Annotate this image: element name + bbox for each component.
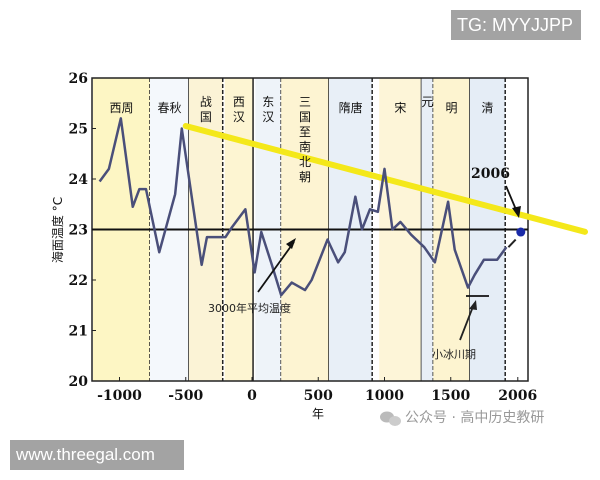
line-to-2006 — [507, 238, 517, 248]
y-tick-label: 23 — [69, 223, 88, 239]
era-label: 至 — [299, 125, 311, 139]
era-label: 清 — [482, 101, 494, 115]
y-tick-label: 22 — [69, 273, 88, 289]
label-2006: 2006 — [471, 166, 510, 182]
x-tick-label: -500 — [168, 388, 203, 404]
ice-age-arrow-icon — [459, 303, 475, 341]
era-label: 北 — [299, 155, 311, 169]
era-label: 隋唐 — [339, 100, 363, 115]
era-label: 春秋 — [157, 101, 181, 115]
y-axis-label: 海面温度 °C — [50, 197, 65, 263]
x-tick-label: 500 — [304, 388, 333, 404]
era-label: 明 — [446, 101, 458, 115]
y-tick-label: 25 — [69, 122, 88, 138]
x-tick-label: -1000 — [97, 388, 142, 404]
temperature-line — [98, 117, 508, 297]
y-tick-label: 24 — [69, 172, 89, 188]
era-label: 汉 — [262, 110, 274, 124]
y-tick-label: 21 — [69, 324, 88, 340]
y-tick-label: 26 — [69, 71, 88, 87]
era-label: 朝 — [299, 170, 311, 184]
era-label: 汉 — [233, 110, 245, 124]
era-label: 国 — [299, 110, 311, 124]
arrow-head-icon — [286, 238, 296, 249]
tg-watermark: TG: MYYJJPP — [451, 10, 581, 40]
mean-temperature-annotation: 3000年平均温度 — [208, 301, 291, 315]
y-tick-label: 20 — [69, 374, 89, 390]
mean-arrow-icon — [257, 241, 295, 293]
x-tick-label: 1000 — [365, 388, 404, 404]
era-label: 西周 — [109, 101, 133, 115]
era-label: 战 — [200, 95, 212, 109]
wechat-watermark: 公众号 · 高中历史教研 — [405, 409, 544, 426]
wechat-icon — [380, 411, 401, 426]
x-tick-label: 1500 — [431, 388, 470, 404]
arrow-head-icon — [469, 300, 477, 310]
era-label: 东 — [262, 95, 274, 109]
little-ice-age-annotation: 小冰川期 — [432, 348, 476, 361]
era-label: 元 — [421, 95, 433, 109]
era-label: 国 — [200, 110, 212, 124]
site-watermark: www.threegal.com — [10, 440, 184, 470]
era-label: 宋 — [394, 100, 406, 115]
x-tick-label: 2006 — [498, 388, 537, 404]
x-axis-label: 年 — [312, 407, 324, 421]
era-label: 西 — [233, 95, 245, 109]
x-tick-label: 0 — [247, 388, 257, 404]
chart-labels: 西周 春秋 战国西汉东汉三国至南北朝隋唐宋元明清年海面温度 °C3000年平均温度小… — [50, 95, 544, 426]
era-label: 三 — [299, 95, 311, 109]
era-label: 南 — [299, 139, 311, 154]
point-2006 — [516, 227, 526, 237]
arrow-head-icon — [512, 206, 521, 218]
